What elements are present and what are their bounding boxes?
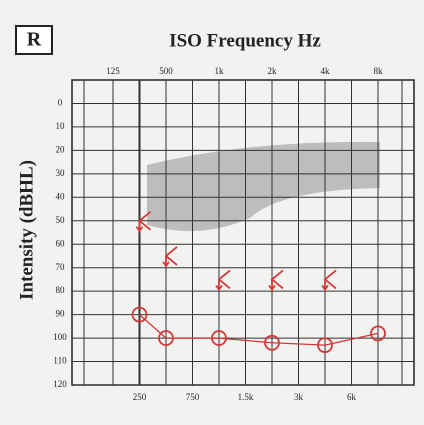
y-tick-label: 60 <box>56 238 66 248</box>
y-tick-label: 120 <box>53 379 67 389</box>
x-tick-label: 6k <box>347 392 357 402</box>
y-tick-label: 30 <box>56 168 66 178</box>
y-tick-label: 50 <box>56 215 66 225</box>
x-tick-label: 3k <box>294 392 304 402</box>
y-tick-label: 110 <box>53 356 67 366</box>
y-tick-label: 90 <box>56 309 66 319</box>
x-tick-label: 250 <box>133 392 147 402</box>
ear-label: R <box>27 29 42 51</box>
y-tick-label: 100 <box>53 332 67 342</box>
chart-title: ISO Frequency Hz <box>169 30 321 51</box>
x-tick-label: 1k <box>215 66 225 76</box>
x-tick-label: 125 <box>106 66 120 76</box>
x-tick-label: 750 <box>186 392 200 402</box>
y-tick-label: 40 <box>56 191 66 201</box>
y-tick-label: 10 <box>56 121 66 131</box>
y-axis-label: Intensity (dBHL) <box>16 160 37 300</box>
y-tick-label: 80 <box>56 285 66 295</box>
y-tick-label: 70 <box>56 262 66 272</box>
page: R ISO Frequency Hz Intensity (dBHL) 0 10 2… <box>0 0 424 425</box>
x-tick-label: 2k <box>268 66 278 76</box>
x-tick-label: 8k <box>374 66 384 76</box>
chart: R ISO Frequency Hz Intensity (dBHL) 0 10 2… <box>0 0 424 425</box>
y-tick-label: 20 <box>56 144 66 154</box>
x-tick-label: 500 <box>159 66 173 76</box>
x-tick-label: 1.5k <box>238 392 254 402</box>
x-tick-label: 4k <box>321 66 331 76</box>
y-tick-label: 0 <box>58 98 63 108</box>
